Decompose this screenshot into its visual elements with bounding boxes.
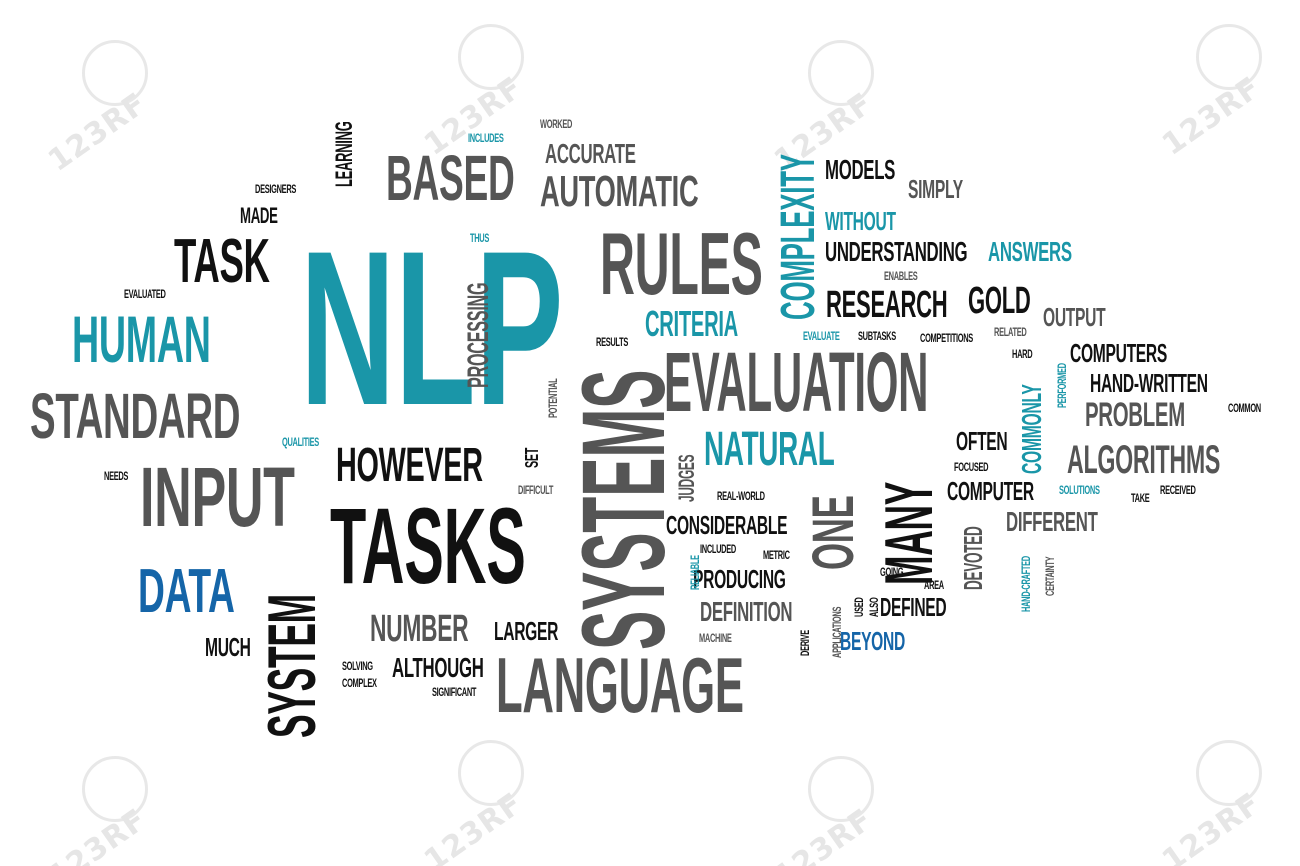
word-automatic: AUTOMATIC: [540, 167, 699, 216]
word-processing: PROCESSING: [462, 282, 495, 388]
word-area: AREA: [924, 578, 944, 592]
word-human: HUMAN: [72, 302, 211, 376]
word-potential: POTENTIAL: [546, 378, 560, 418]
word-hard: HARD: [1012, 347, 1033, 361]
word-set: SET: [522, 447, 542, 468]
word-gold: GOLD: [968, 280, 1031, 322]
word-applications: APPLICATIONS: [830, 606, 844, 658]
word-related: RELATED: [994, 325, 1027, 339]
word-although: ALTHOUGH: [392, 652, 484, 683]
word-however: HOWEVER: [336, 439, 483, 492]
word-learning: LEARNING: [331, 121, 358, 187]
word-models: MODELS: [825, 154, 896, 185]
word-take: TAKE: [1131, 491, 1150, 505]
word-significant: SIGNIFICANT: [432, 685, 477, 699]
word-machine: MACHINE: [699, 631, 732, 645]
word-accurate: ACCURATE: [545, 138, 636, 169]
word-results: RESULTS: [596, 335, 629, 349]
word-language: LANGUAGE: [496, 641, 744, 729]
word-hand-written: HAND-WRITTEN: [1090, 368, 1208, 398]
word-used: USED: [852, 597, 866, 617]
word-system: SYSTEM: [254, 594, 330, 738]
word-going: GOING: [880, 565, 904, 579]
word-computer: COMPUTER: [947, 476, 1034, 506]
word-solving: SOLVING: [342, 659, 373, 673]
word-algorithms: ALGORITHMS: [1067, 438, 1221, 482]
word-focused: FOCUSED: [954, 460, 989, 474]
watermark-logo-icon: [808, 756, 874, 822]
word-tasks: TASKS: [330, 485, 526, 606]
word-worked: WORKED: [540, 117, 573, 131]
word-defined: DEFINED: [880, 592, 947, 622]
word-rules: RULES: [600, 214, 763, 313]
word-nlp: NLP: [300, 205, 564, 451]
word-made: MADE: [240, 203, 278, 228]
word-evaluate: EVALUATE: [803, 329, 840, 343]
word-definition: DEFINITION: [700, 596, 793, 627]
word-data: DATA: [138, 557, 235, 626]
word-devoted: DEVOTED: [958, 526, 988, 590]
word-task: TASK: [174, 227, 270, 296]
word-also: ALSO: [867, 597, 881, 617]
word-reliable: RELIABLE: [688, 555, 702, 590]
watermark-logo-icon: [1196, 740, 1262, 806]
word-simply: SIMPLY: [908, 174, 963, 204]
word-solutions: SOLUTIONS: [1059, 483, 1100, 497]
word-hand-crafted: HAND-CRAFTED: [1019, 556, 1033, 612]
word-often: OFTEN: [956, 426, 1008, 456]
word-difficult: DIFFICULT: [518, 483, 554, 497]
word-complexity: COMPLEXITY: [772, 154, 825, 320]
word-understanding: UNDERSTANDING: [825, 236, 968, 267]
word-enables: ENABLES: [884, 269, 918, 283]
word-larger: LARGER: [494, 616, 559, 646]
word-thus: THUS: [470, 231, 490, 245]
word-different: DIFFERENT: [1006, 506, 1098, 537]
word-commonly: COMMONLY: [1016, 384, 1047, 474]
watermark-logo-icon: [458, 24, 524, 90]
watermark-logo-icon: [82, 40, 148, 106]
word-research: RESEARCH: [826, 284, 948, 326]
word-complex: COMPLEX: [342, 676, 377, 690]
word-judges: JUDGES: [674, 454, 699, 502]
word-derive: DERIVE: [798, 630, 812, 656]
watermark-logo-icon: [458, 740, 524, 806]
word-received: RECEIVED: [1160, 483, 1196, 497]
word-evaluated: EVALUATED: [124, 287, 166, 301]
word-problem: PROBLEM: [1085, 396, 1185, 434]
word-needs: NEEDS: [104, 469, 129, 483]
word-considerable: CONSIDERABLE: [666, 510, 788, 540]
word-evaluation: EVALUATION: [664, 335, 929, 429]
word-real-world: REAL-WORLD: [717, 489, 765, 503]
word-answers: ANSWERS: [988, 236, 1072, 267]
word-certainty: CERTAINTY: [1043, 556, 1057, 596]
word-standard: STANDARD: [30, 380, 241, 452]
word-computers: COMPUTERS: [1070, 338, 1167, 368]
word-criteria: CRITERIA: [645, 303, 738, 344]
watermark-logo-icon: [808, 40, 874, 106]
word-included: INCLUDED: [700, 542, 736, 556]
word-output: OUTPUT: [1043, 302, 1106, 332]
watermark-logo-icon: [1196, 24, 1262, 90]
word-number: NUMBER: [370, 608, 469, 650]
word-natural: NATURAL: [704, 423, 835, 476]
watermark-logo-icon: [82, 756, 148, 822]
word-input: INPUT: [140, 450, 295, 544]
word-designers: DESIGNERS: [255, 182, 297, 196]
word-beyond: BEYOND: [840, 626, 905, 656]
word-performed: PERFORMED: [1055, 363, 1069, 408]
word-based: BASED: [386, 142, 515, 214]
word-metric: METRIC: [763, 548, 790, 562]
word-competitions: COMPETITIONS: [920, 331, 973, 345]
word-common: COMMON: [1228, 401, 1261, 415]
word-one: ONE: [801, 495, 866, 570]
word-producing: PRODUCING: [693, 564, 786, 594]
word-subtasks: SUBTASKS: [858, 329, 896, 343]
word-qualities: QUALITIES: [282, 435, 319, 449]
word-much: MUCH: [205, 632, 251, 662]
word-includes: INCLUDES: [468, 131, 504, 145]
word-without: WITHOUT: [825, 206, 896, 236]
